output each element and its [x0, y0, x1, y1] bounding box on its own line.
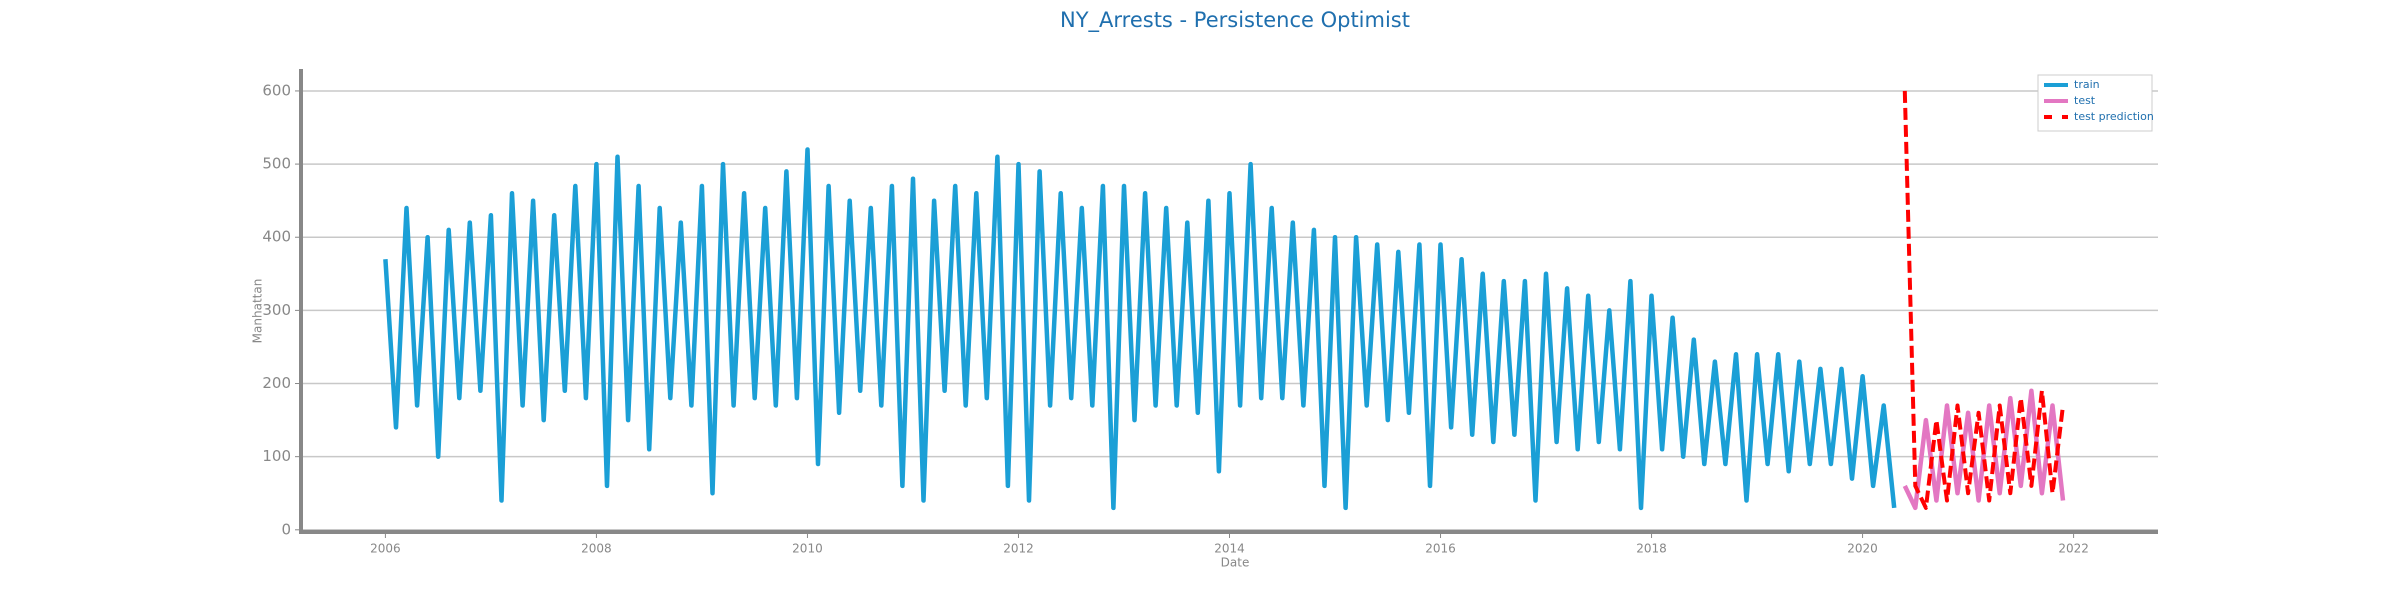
legend: train test test prediction: [2037, 74, 2154, 132]
chart-title: NY_Arrests - Persistence Optimist: [1060, 8, 1410, 33]
y-tick-label: 500: [262, 155, 291, 173]
x-tick-label: 2022: [2058, 542, 2089, 556]
y-tick-label: 100: [262, 447, 291, 465]
y-tick-label: 200: [262, 374, 291, 392]
x-tick-label: 2016: [1425, 542, 1456, 556]
series-line: [383, 147, 1897, 511]
x-axis-label: Date: [1221, 556, 1250, 570]
y-tick-label: 400: [262, 228, 291, 246]
legend-label: test prediction: [2074, 110, 2154, 123]
legend-label: test: [2074, 94, 2096, 107]
legend-label: train: [2074, 78, 2100, 91]
x-tick-label: 2014: [1214, 542, 1245, 556]
x-tick-label: 2008: [581, 542, 612, 556]
x-tick-label: 2010: [792, 542, 823, 556]
y-axis-label: Manhattan: [251, 279, 265, 344]
y-tick-label: 0: [281, 520, 291, 538]
x-tick-label: 2012: [1003, 542, 1034, 556]
x-tick-label: 2020: [1847, 542, 1878, 556]
x-tick-label: 2018: [1636, 542, 1667, 556]
y-tick-label: 300: [262, 301, 291, 319]
series-line: [1902, 90, 2065, 510]
y-tick-label: 600: [262, 81, 291, 99]
x-tick-label: 2006: [370, 542, 401, 556]
